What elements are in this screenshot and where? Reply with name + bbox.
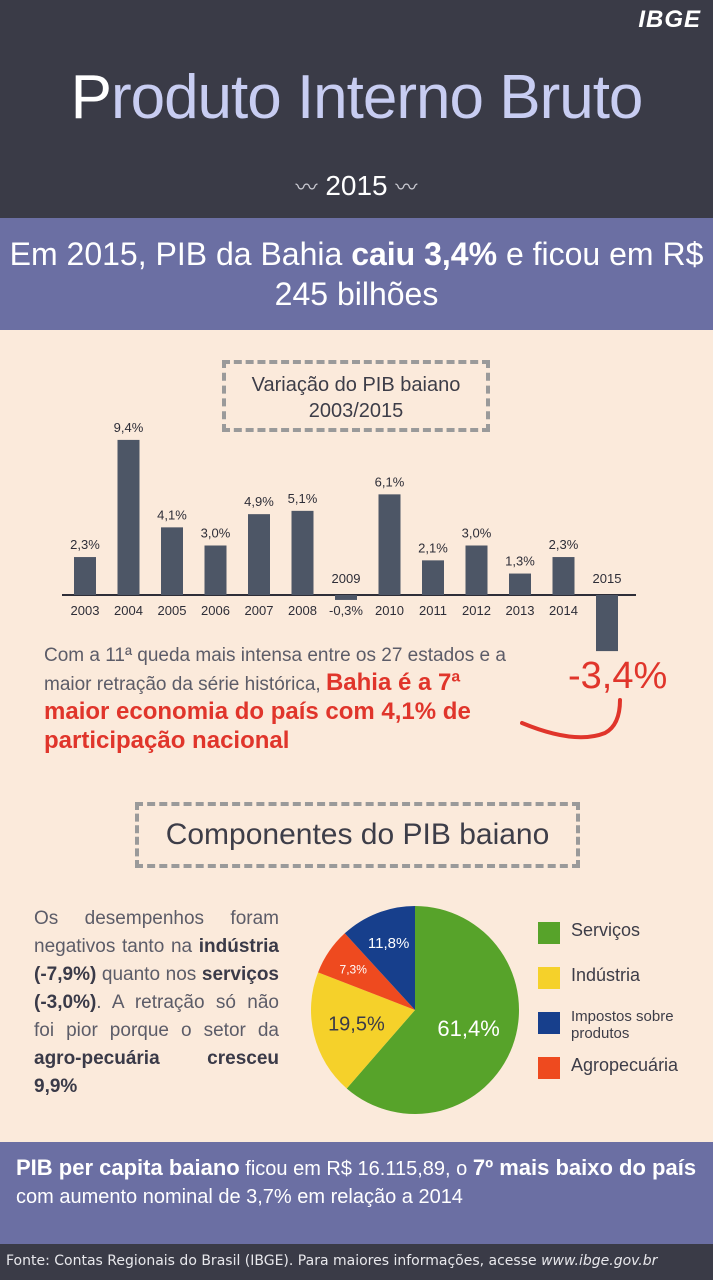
gdp-bar-chart: 2003 2,3% 2004 9,4% 2005 4,1% 2006 3,0% 2007 4,9%… [62,420,636,652]
headline-band: Em 2015, PIB da Bahia caiu 3,4% e ficou … [0,218,713,330]
tick-label-2007: 2007 [245,603,274,618]
legend-label: Agropecuária [571,1055,679,1075]
value-label-2011: 2,1% [418,540,448,555]
footer-source: Fonte: Contas Regionais do Brasil (IBGE)… [0,1244,713,1280]
header: IBGE Produto Interno Bruto 〰 2015 〰 [0,0,713,218]
value-label-2005: 4,1% [157,507,187,522]
bar-2014 [552,557,575,595]
value-label-2008: 5,1% [288,491,318,506]
tick-label-2011: 2011 [419,603,447,618]
comp-text-3: . A retração só não foi pior porque o se… [34,992,279,1041]
value-label-2010: 6,1% [375,474,405,489]
legend-label: Indústria [571,965,641,985]
legend-swatch [538,922,560,944]
pie-label-servi-os: 61,4% [437,1016,499,1041]
headline-part2: e ficou em R$ 245 bilhões [274,236,704,312]
tick-label-2009: 2009 [332,571,361,586]
per-capita-text-1: ficou em R$ 16.115,89, o [239,1158,473,1180]
legend-swatch [538,1057,560,1079]
bar-2005 [161,527,183,595]
tick-label-2010: 2010 [375,603,404,618]
bar-2013 [509,573,531,595]
headline-part1: Em 2015, PIB da Bahia [9,236,352,272]
pie-slice-servi-os [346,906,519,1114]
tick-label-2005: 2005 [158,603,187,618]
components-text: Os desempenhos foram negativos tanto na … [34,905,279,1101]
value-label-2003: 2,3% [70,537,100,552]
comp-bold-industry: indústria (-7,9%) [34,936,279,985]
legend-swatch [538,1012,560,1034]
value-label-2009: -0,3% [329,603,363,618]
components-title: Componentes do PIB baiano [135,802,580,868]
pie-label-ind-stria: 19,5% [328,1013,385,1035]
footer-text: Fonte: Contas Regionais do Brasil (IBGE)… [6,1253,542,1269]
footer-link[interactable]: www.ibge.gov.br [541,1253,658,1269]
swirl-left-icon: 〰 [295,175,318,200]
bar-2003 [74,557,96,595]
value-label-2007: 4,9% [244,494,274,509]
value-label-2004: 9,4% [114,420,144,435]
pie-slice-impostos-sobre-produtos [344,906,415,1010]
tick-label-2006: 2006 [201,603,230,618]
comp-text-1: Os desempenhos foram negativos tanto na [34,908,279,957]
value-label-2013: 1,3% [505,554,535,569]
ranking-note: Com a 11ª queda mais intensa entre os 27… [44,642,524,756]
tick-label-2008: 2008 [288,603,317,618]
bar-2007 [248,514,270,595]
bar-2010 [378,494,401,595]
page-title: Produto Interno Bruto [0,62,713,133]
tick-label-2013: 2013 [506,603,535,618]
pie-label-impostos-sobre-produtos: 11,8% [368,935,409,952]
tick-label-2003: 2003 [71,603,100,618]
pie-slice-agropecu-ria [318,933,415,1010]
pie-slice-ind-stria [311,972,415,1089]
bar-2012 [465,545,488,595]
bar-2006 [204,545,227,595]
comp-bold-agro: agro-pecuária cresceu 9,9% [34,1048,279,1097]
per-capita-band: PIB per capita baiano ficou em R$ 16.115… [0,1142,713,1244]
bar-2004 [117,439,140,595]
big-negative-value: -3,4% [568,655,668,697]
note-highlight: Bahia é a 7ª maior economia do país com … [44,669,471,754]
value-label-2014: 2,3% [549,537,579,552]
per-capita-bold-2: 7º mais baixo do país [472,1155,697,1180]
title-rest: roduto Interno Bruto [110,63,643,132]
per-capita-text-2: com aumento nominal de 3,7% em relação a… [16,1186,463,1208]
bar-2009 [335,595,357,600]
value-label-2012: 3,0% [462,526,492,541]
per-capita-bold-1: PIB per capita baiano [16,1155,240,1180]
pie-label-agropecu-ria: 7,3% [340,963,368,977]
chart-title: Variação do PIB baiano 2003/2015 [222,360,490,432]
main-content: Variação do PIB baiano 2003/2015 2003 2,3… [0,330,713,1142]
tick-label-2015: 2015 [593,571,622,586]
tick-label-2012: 2012 [462,603,491,618]
tick-label-2004: 2004 [114,603,143,618]
comp-text-2: quanto nos [96,964,202,985]
curve-arrow-icon [520,698,622,740]
tick-label-2014: 2014 [549,603,578,618]
bar-2011 [422,560,444,595]
legend-label: Impostos sobre produtos [571,1008,674,1042]
ibge-logo: IBGE [638,6,701,33]
comp-bold-services: serviços (-3,0%) [34,964,279,1013]
components-pie-chart: 61,4% 19,5% 7,3%11,8% [311,906,519,1114]
swirl-right-icon: 〰 [395,175,418,200]
value-label-2006: 3,0% [201,526,231,541]
year-value: 2015 [325,170,388,201]
legend-swatch [538,967,560,989]
chart-title-line2: 2003/2015 [308,400,404,422]
chart-title-line1: Variação do PIB baiano [251,374,461,396]
note-text: Com a 11ª queda mais intensa entre os 27… [44,645,506,695]
year-label: 〰 2015 〰 [0,170,713,202]
title-first-letter: P [70,63,112,132]
legend-label: Serviços [571,920,641,940]
bar-2015 [596,595,618,652]
headline-bold: caiu 3,4% [351,236,498,272]
bar-2008 [291,510,314,595]
